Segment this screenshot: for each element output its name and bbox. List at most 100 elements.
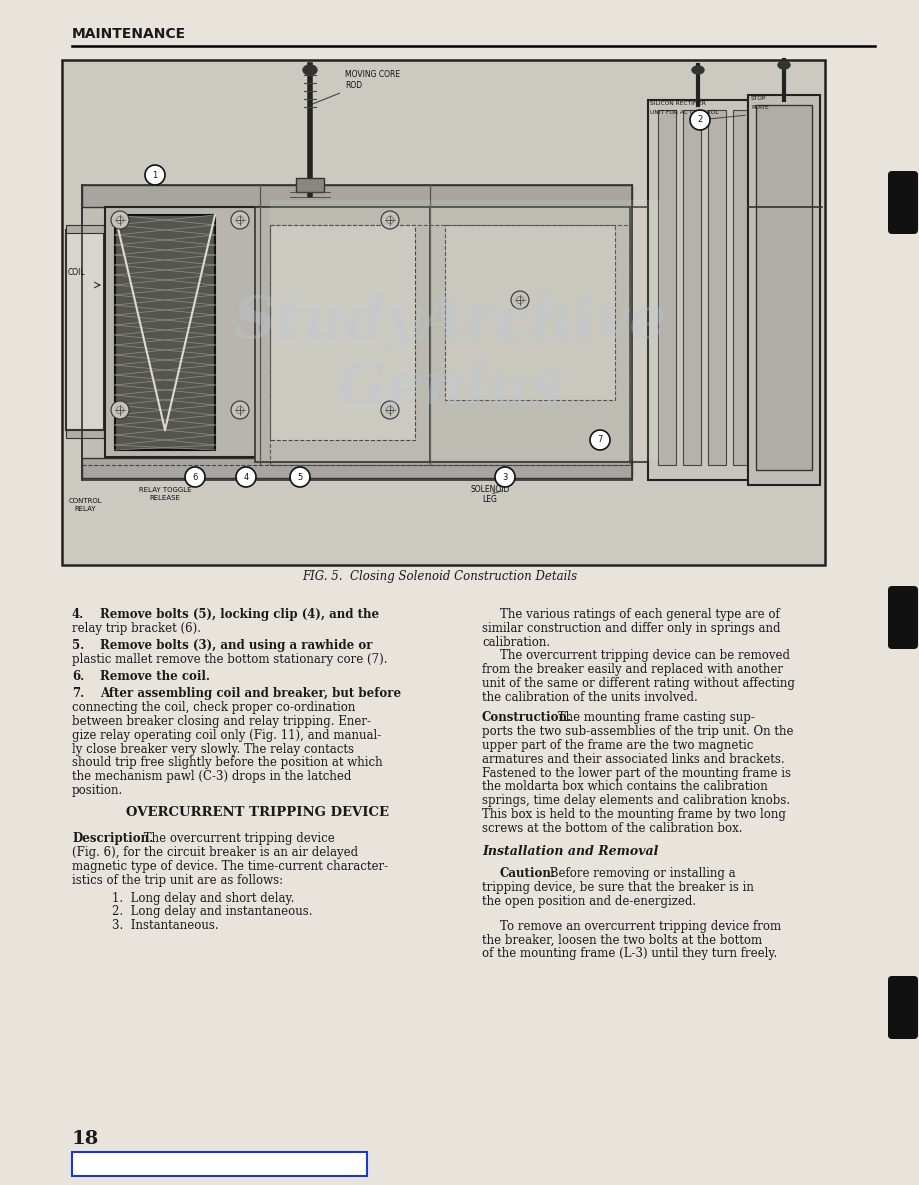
Text: screws at the bottom of the calibration box.: screws at the bottom of the calibration …: [482, 822, 743, 835]
Text: Fastened to the lower part of the mounting frame is: Fastened to the lower part of the mounti…: [482, 767, 791, 780]
Text: 4.: 4.: [72, 608, 85, 621]
Bar: [255, 207, 430, 462]
Text: plastic mallet remove the bottom stationary core (7).: plastic mallet remove the bottom station…: [72, 653, 388, 666]
Circle shape: [185, 467, 205, 487]
Text: 1: 1: [153, 171, 158, 179]
Bar: [62, 60, 825, 565]
Bar: [733, 110, 751, 465]
Text: PLATE: PLATE: [751, 105, 769, 110]
Text: 6: 6: [192, 473, 198, 481]
Bar: [648, 100, 748, 480]
Text: 5.: 5.: [72, 639, 85, 652]
Text: 3.  Instantaneous.: 3. Instantaneous.: [112, 920, 219, 933]
Text: the breaker, loosen the two bolts at the bottom: the breaker, loosen the two bolts at the…: [482, 934, 762, 947]
Text: 6.: 6.: [72, 670, 85, 683]
Text: 2.  Long delay and instantaneous.: 2. Long delay and instantaneous.: [112, 905, 312, 918]
Text: The overcurrent tripping device: The overcurrent tripping device: [140, 832, 335, 845]
Text: Remove bolts (5), locking clip (4), and the: Remove bolts (5), locking clip (4), and …: [100, 608, 380, 621]
Bar: [756, 105, 812, 470]
Circle shape: [236, 467, 256, 487]
Text: 7.: 7.: [72, 687, 85, 700]
Circle shape: [381, 211, 399, 229]
Circle shape: [690, 110, 710, 130]
Text: connecting the coil, check proper co-ordination: connecting the coil, check proper co-ord…: [72, 702, 356, 715]
Circle shape: [495, 467, 515, 487]
Text: The overcurrent tripping device can be removed: The overcurrent tripping device can be r…: [500, 649, 790, 662]
Text: SILICON RECTIFIER: SILICON RECTIFIER: [650, 101, 706, 105]
Circle shape: [381, 401, 399, 419]
FancyBboxPatch shape: [888, 976, 918, 1039]
Bar: [82, 185, 632, 480]
Text: 7: 7: [597, 436, 603, 444]
Text: Construction.: Construction.: [482, 711, 573, 724]
Bar: [66, 225, 104, 233]
Text: Remove the coil.: Remove the coil.: [100, 670, 210, 683]
Circle shape: [111, 211, 129, 229]
Text: tripping device, be sure that the breaker is in: tripping device, be sure that the breake…: [482, 882, 754, 895]
Text: The mounting frame casting sup-: The mounting frame casting sup-: [554, 711, 754, 724]
Bar: [72, 1152, 367, 1176]
Circle shape: [111, 401, 129, 419]
Text: After assembling coil and breaker, but before: After assembling coil and breaker, but b…: [100, 687, 401, 700]
Text: The various ratings of each general type are of: The various ratings of each general type…: [500, 608, 779, 621]
Text: RELAY: RELAY: [74, 506, 96, 512]
Text: the open position and de-energized.: the open position and de-energized.: [482, 895, 696, 908]
Text: unit of the same or different rating without affecting: unit of the same or different rating wit…: [482, 677, 795, 690]
Text: Description.: Description.: [72, 832, 153, 845]
Text: SOLENOID
LEG: SOLENOID LEG: [471, 485, 510, 504]
Ellipse shape: [778, 60, 790, 69]
Text: the moldarta box which contains the calibration: the moldarta box which contains the cali…: [482, 781, 767, 794]
Text: Installation and Removal: Installation and Removal: [482, 845, 658, 858]
Text: 1.  Long delay and short delay.: 1. Long delay and short delay.: [112, 891, 294, 904]
Text: relay trip bracket (6).: relay trip bracket (6).: [72, 622, 201, 635]
Bar: [296, 178, 324, 192]
Text: FIG. 5.  Closing Solenoid Construction Details: FIG. 5. Closing Solenoid Construction De…: [302, 570, 577, 583]
Text: magnetic type of device. The time-current character-: magnetic type of device. The time-curren…: [72, 860, 388, 873]
Text: OVERCURRENT TRIPPING DEVICE: OVERCURRENT TRIPPING DEVICE: [126, 806, 389, 819]
Bar: [82, 457, 632, 478]
Bar: [430, 207, 630, 462]
FancyBboxPatch shape: [888, 171, 918, 233]
Text: from the breaker easily and replaced with another: from the breaker easily and replaced wit…: [482, 664, 783, 677]
Text: Caution:: Caution:: [500, 867, 556, 880]
Text: gize relay operating coil only (Fig. 11), and manual-: gize relay operating coil only (Fig. 11)…: [72, 729, 381, 742]
Ellipse shape: [303, 65, 317, 75]
Text: UNIT FOR AC CONTROL: UNIT FOR AC CONTROL: [650, 110, 719, 115]
Bar: [270, 200, 660, 460]
Text: To remove an overcurrent tripping device from: To remove an overcurrent tripping device…: [500, 920, 781, 933]
Text: STOP: STOP: [751, 96, 766, 101]
Text: the calibration of the units involved.: the calibration of the units involved.: [482, 691, 698, 704]
Text: 3: 3: [503, 473, 507, 481]
Bar: [270, 225, 630, 465]
Text: of the mounting frame (L-3) until they turn freely.: of the mounting frame (L-3) until they t…: [482, 948, 777, 961]
Bar: [66, 230, 104, 430]
Text: 18: 18: [72, 1130, 99, 1148]
Text: StudyArchive
Genius: StudyArchive Genius: [233, 294, 667, 416]
Text: RELEASE: RELEASE: [150, 495, 180, 501]
Text: istics of the trip unit are as follows:: istics of the trip unit are as follows:: [72, 873, 283, 886]
Text: the mechanism pawl (C-3) drops in the latched: the mechanism pawl (C-3) drops in the la…: [72, 770, 351, 783]
Circle shape: [231, 211, 249, 229]
Text: calibration.: calibration.: [482, 635, 550, 648]
Text: (Fig. 6), for the circuit breaker is an air delayed: (Fig. 6), for the circuit breaker is an …: [72, 846, 358, 859]
Text: 2: 2: [698, 115, 703, 124]
Circle shape: [145, 165, 165, 185]
Text: ly close breaker very slowly. The relay contacts: ly close breaker very slowly. The relay …: [72, 743, 354, 756]
Circle shape: [511, 292, 529, 309]
Bar: [270, 225, 415, 440]
Text: This box is held to the mounting frame by two long: This box is held to the mounting frame b…: [482, 808, 786, 821]
Text: RELAY TOGGLE: RELAY TOGGLE: [139, 487, 191, 493]
Text: CONTROL: CONTROL: [68, 498, 102, 504]
Text: armatures and their associated links and brackets.: armatures and their associated links and…: [482, 752, 785, 766]
Text: COIL: COIL: [68, 268, 85, 277]
FancyBboxPatch shape: [888, 587, 918, 649]
Text: springs, time delay elements and calibration knobs.: springs, time delay elements and calibra…: [482, 794, 790, 807]
Circle shape: [290, 467, 310, 487]
Bar: [658, 110, 676, 465]
Text: should trip free slightly before the position at which: should trip free slightly before the pos…: [72, 756, 382, 769]
Text: 4: 4: [244, 473, 249, 481]
Bar: [66, 430, 104, 438]
Text: Before removing or installing a: Before removing or installing a: [546, 867, 735, 880]
Ellipse shape: [692, 66, 704, 73]
Text: MAINTENANCE: MAINTENANCE: [72, 27, 187, 41]
